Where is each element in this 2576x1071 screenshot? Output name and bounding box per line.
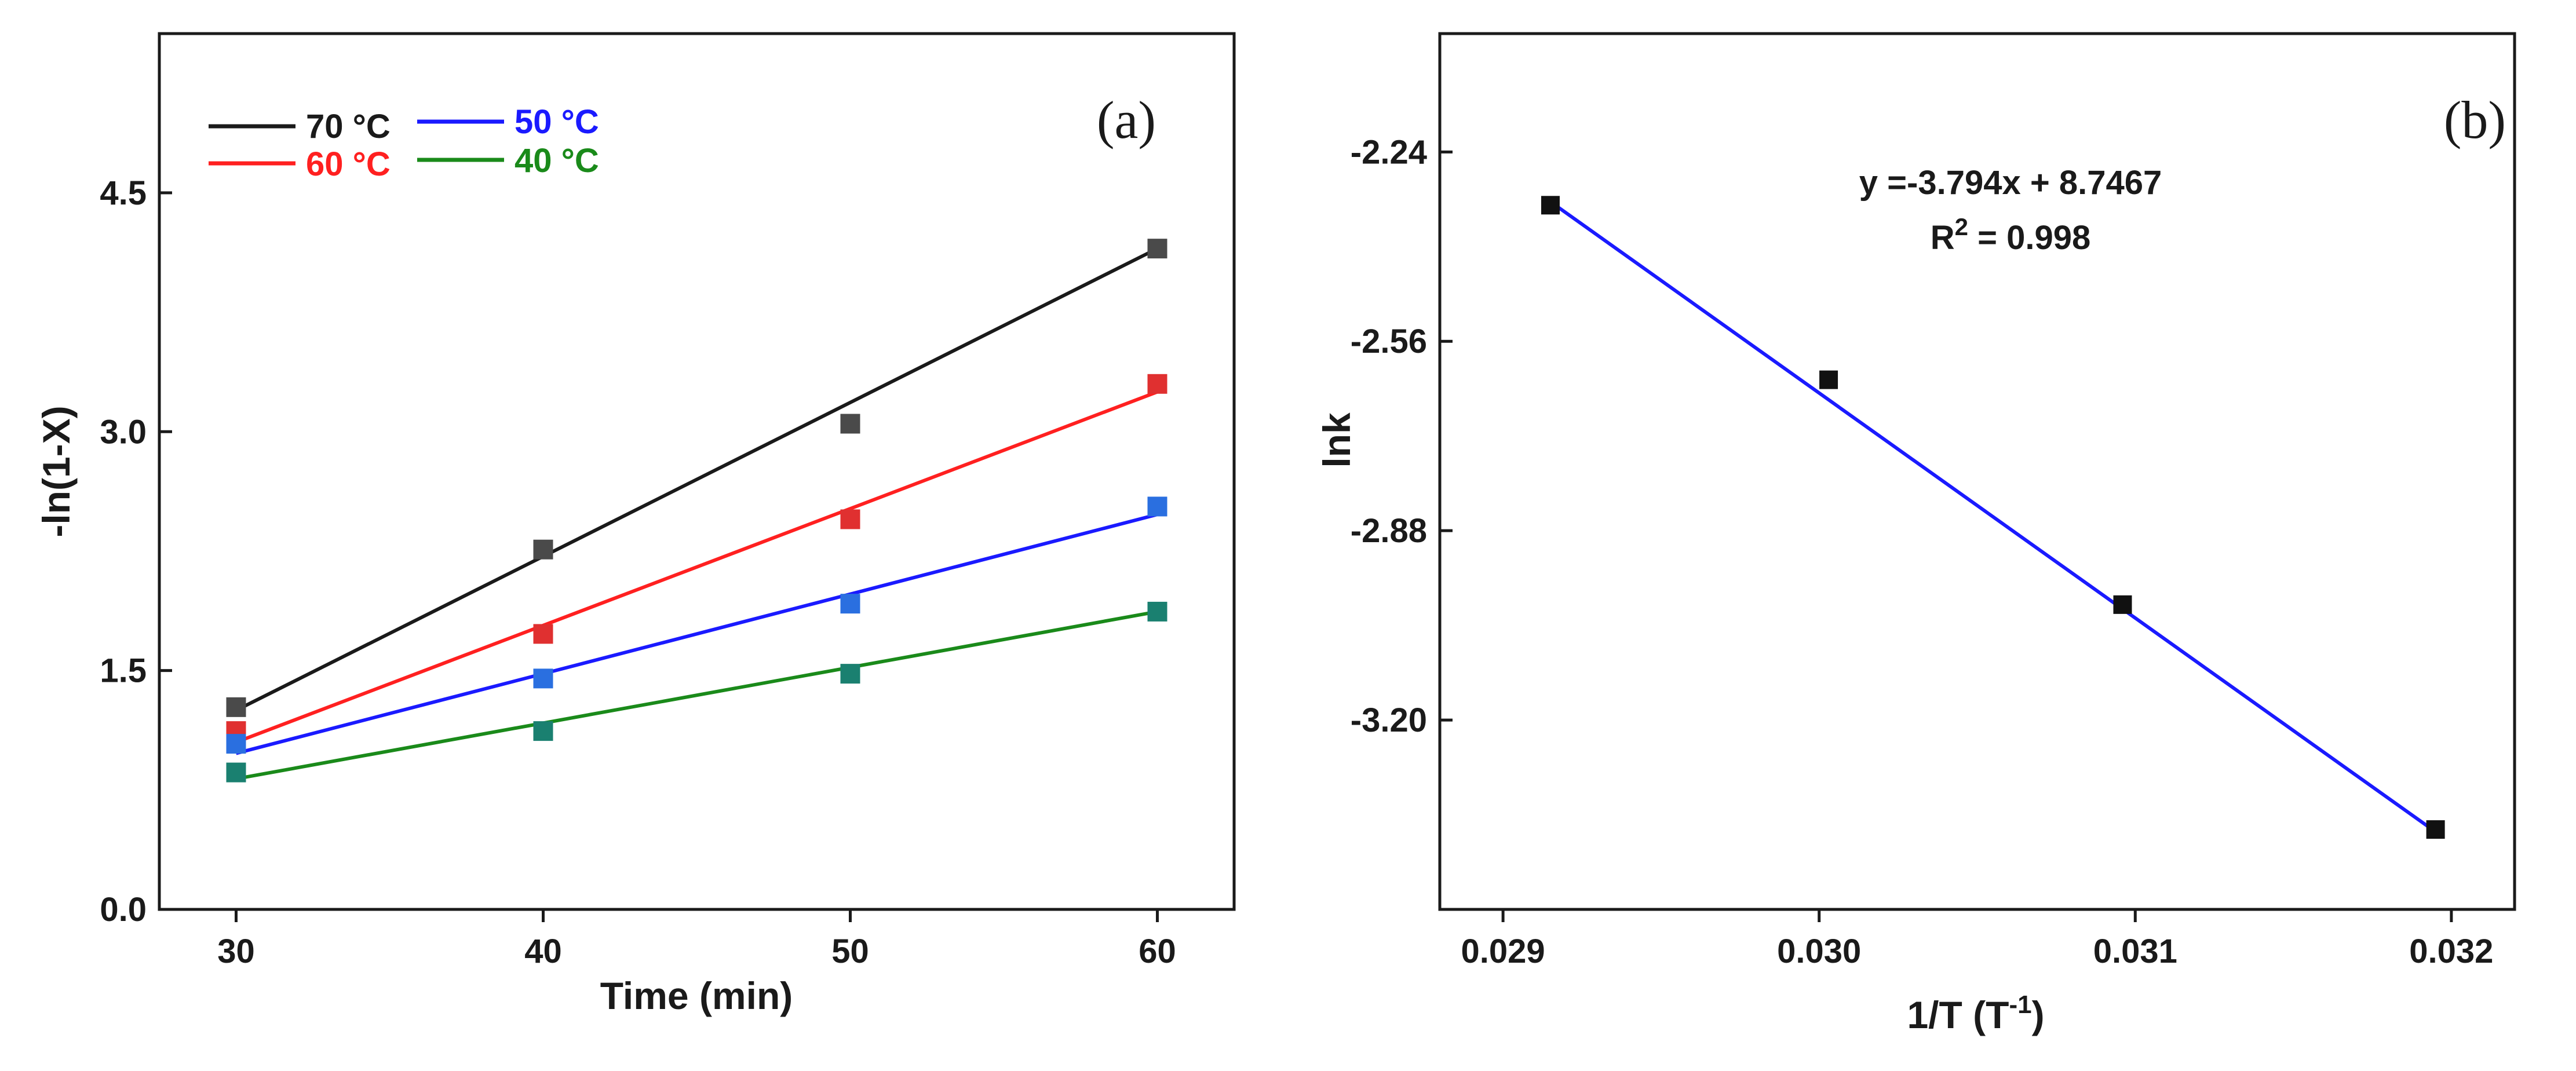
panel-a-ytick-label-2: 3.0 xyxy=(100,413,147,451)
fit-line-60c xyxy=(235,390,1158,744)
panel-b-x-axis-label: 1/T (T-1) xyxy=(1907,990,2044,1036)
legend-label-70c: 70 °C xyxy=(306,108,391,145)
panel-a-frame xyxy=(158,32,1236,911)
data-point-50c-60 xyxy=(1147,496,1167,517)
panel-b-y-axis-label: lnk xyxy=(1315,412,1358,468)
panel-b-ytick-label-2: -2.88 xyxy=(1351,512,1427,550)
panel-b-x-axis-label-end: ) xyxy=(2032,993,2045,1036)
fit-r-squared: R2 = 0.998 xyxy=(1931,213,2091,257)
fit-equation: y =-3.794x + 8.7467 xyxy=(1859,164,2162,202)
data-point-40c-30 xyxy=(226,762,246,783)
panel-b-x-axis-label-main: 1/T (T xyxy=(1907,993,2009,1036)
fit-line-40c xyxy=(235,609,1158,781)
panel-b-xtick-label-2: 0.031 xyxy=(2093,933,2177,970)
panel-a-xtick-label-0: 30 xyxy=(217,933,255,970)
panel-a-xtick-label-3: 60 xyxy=(1139,933,1176,970)
panel-a-series xyxy=(226,239,1167,783)
panel-b-xtick-label-1: 0.030 xyxy=(1777,933,1861,970)
data-point-70c-60 xyxy=(1147,239,1167,259)
panel-b-xtick-label-3: 0.032 xyxy=(2409,933,2493,970)
data-point-70c-30 xyxy=(226,697,246,717)
panel-a: 0.0 1.5 3.0 4.5 30 40 50 60 Time (min) -… xyxy=(35,32,1236,1017)
panel-b-ytick-label-0: -2.24 xyxy=(1351,133,1427,171)
fit-r-squared-value: = 0.998 xyxy=(1968,219,2090,257)
panel-a-ytick-label-0: 0.0 xyxy=(100,891,147,929)
data-point-lnk-0 xyxy=(1541,196,1560,215)
panel-a-xtick-label-2: 50 xyxy=(831,933,869,970)
fit-r-squared-sup: 2 xyxy=(1955,213,1968,240)
fit-r-squared-prefix: R xyxy=(1931,219,1955,257)
fit-line-50c xyxy=(235,513,1158,755)
panel-b-ytick-label-3: -3.20 xyxy=(1351,701,1427,739)
panel-b-frame xyxy=(1438,32,2516,911)
data-point-50c-50 xyxy=(840,594,860,614)
legend-label-50c: 50 °C xyxy=(515,103,599,141)
panel-b-ytick-label-1: -2.56 xyxy=(1351,323,1427,360)
data-point-60c-60 xyxy=(1147,374,1167,394)
panel-b-series xyxy=(1541,196,2445,839)
data-point-40c-50 xyxy=(840,664,860,684)
data-point-50c-40 xyxy=(533,668,553,689)
data-point-60c-50 xyxy=(840,509,860,529)
data-point-lnk-2 xyxy=(2113,595,2132,614)
data-point-lnk-1 xyxy=(1819,370,1838,389)
panel-b-x-axis-label-sup: -1 xyxy=(2009,990,2031,1019)
data-point-50c-30 xyxy=(226,734,246,754)
fit-line-lnk xyxy=(1549,200,2437,834)
data-point-60c-40 xyxy=(533,624,553,644)
panel-a-x-axis-label: Time (min) xyxy=(600,974,793,1017)
data-point-lnk-3 xyxy=(2426,820,2445,839)
data-point-70c-40 xyxy=(533,539,553,560)
panel-b-label: (b) xyxy=(2444,90,2506,149)
legend-label-60c: 60 °C xyxy=(306,145,391,183)
legend-label-40c: 40 °C xyxy=(515,142,599,180)
panel-a-ytick-label-1: 1.5 xyxy=(100,652,147,690)
panel-b: -2.24 -2.56 -2.88 -3.20 0.029 0.030 0.03… xyxy=(1315,32,2516,1036)
panel-a-xtick-label-1: 40 xyxy=(524,933,562,970)
data-point-40c-40 xyxy=(533,721,553,741)
panel-a-y-axis-label: -ln(1-X) xyxy=(35,405,78,537)
panel-a-label: (a) xyxy=(1097,90,1156,149)
panel-b-xtick-label-0: 0.029 xyxy=(1461,933,1545,970)
data-point-70c-50 xyxy=(840,414,860,434)
data-point-40c-60 xyxy=(1147,601,1167,622)
panel-a-legend: 70 °C 60 °C 50 °C 40 °C xyxy=(209,103,599,183)
panel-a-ytick-label-3: 4.5 xyxy=(100,174,147,212)
fit-line-70c xyxy=(235,247,1158,712)
